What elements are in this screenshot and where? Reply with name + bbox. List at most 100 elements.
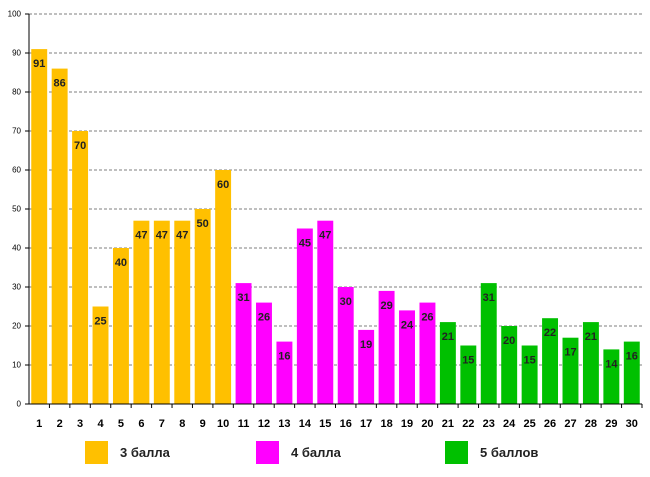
bar-value-label: 16	[626, 351, 638, 363]
x-tick-label: 16	[340, 418, 352, 430]
bar-20	[419, 302, 436, 404]
bar-4	[92, 306, 109, 404]
x-tick-label: 6	[138, 418, 144, 430]
bar-value-label: 47	[176, 230, 188, 242]
bar-19	[399, 310, 415, 404]
y-tick-label: 40	[12, 244, 21, 253]
bar-21	[439, 322, 456, 404]
y-tick-label: 100	[8, 10, 22, 19]
y-tick-label: 90	[12, 49, 21, 58]
legend-item-3: 3 балла	[85, 439, 170, 465]
bar-value-label: 21	[585, 331, 597, 343]
bar-22	[460, 345, 477, 404]
x-tick-label: 20	[421, 418, 433, 430]
bar-8	[174, 220, 191, 404]
bar-value-label: 21	[442, 331, 454, 343]
y-tick-label: 10	[12, 361, 21, 370]
legend-item-5: 5 баллов	[445, 439, 538, 465]
x-tick-label: 9	[200, 418, 206, 430]
bar-2	[51, 68, 68, 404]
bar-value-label: 17	[564, 347, 576, 359]
x-tick-label: 30	[626, 418, 638, 430]
bar-27	[562, 337, 579, 404]
bar-value-label: 29	[380, 300, 392, 312]
bar-9	[194, 209, 211, 404]
bar-value-label: 31	[237, 292, 249, 304]
x-tick-label: 8	[179, 418, 185, 430]
x-tick-label: 2	[57, 418, 63, 430]
x-tick-label: 1	[36, 418, 42, 430]
y-tick-label: 30	[12, 283, 21, 292]
bar-value-label: 47	[319, 230, 331, 242]
x-tick-label: 4	[97, 418, 104, 430]
bar-6	[133, 220, 150, 404]
x-tick-label: 19	[401, 418, 413, 430]
y-tick-label: 0	[17, 400, 22, 409]
x-tick-label: 14	[299, 418, 312, 430]
x-tick-label: 12	[258, 418, 270, 430]
bar-value-label: 26	[258, 312, 270, 324]
y-tick-label: 80	[12, 88, 21, 97]
y-tick-label: 60	[12, 166, 21, 175]
legend-swatch-5	[445, 440, 468, 464]
grid-lines	[29, 13, 642, 366]
bar-3	[72, 131, 89, 404]
bar-23	[480, 283, 497, 404]
x-tick-label: 11	[238, 418, 250, 430]
x-tick-label: 27	[564, 418, 576, 430]
y-tick-label: 70	[12, 127, 21, 136]
x-tick-label: 7	[159, 418, 165, 430]
legend-swatch-3	[85, 440, 108, 464]
x-tick-label: 18	[380, 418, 392, 430]
bar-25	[521, 345, 538, 404]
bar-value-label: 19	[360, 339, 372, 351]
bar-13	[276, 341, 293, 404]
bar-16	[337, 287, 354, 404]
bar-17	[358, 329, 375, 404]
x-tick-label: 24	[503, 418, 516, 430]
bar-value-label: 24	[401, 319, 414, 331]
x-tick-label: 5	[118, 418, 124, 430]
x-tick-label: 21	[442, 418, 454, 430]
bar-value-label: 26	[421, 312, 433, 324]
x-tick-label: 28	[585, 418, 597, 430]
bar-value-label: 31	[483, 292, 495, 304]
x-tick-label: 13	[278, 418, 290, 430]
bar-7	[153, 220, 170, 404]
bar-value-label: 16	[278, 351, 290, 363]
x-tick-label: 29	[605, 418, 617, 430]
bar-value-label: 20	[503, 335, 515, 347]
legend-label-4: 4 балла	[291, 444, 341, 460]
legend-item-4: 4 балла	[256, 439, 341, 465]
bar-11	[235, 283, 252, 404]
x-tick-label: 3	[77, 418, 83, 430]
x-tick-label: 25	[523, 418, 535, 430]
bar-value-label: 47	[135, 230, 147, 242]
bar-26	[542, 318, 559, 404]
bar-value-label: 25	[94, 316, 106, 328]
bar-value-label: 15	[523, 355, 535, 367]
bar-value-label: 50	[197, 218, 209, 230]
x-tick-label: 26	[544, 418, 556, 430]
bar-value-label: 30	[340, 296, 352, 308]
legend-swatch-4	[256, 440, 279, 464]
x-tick-label: 15	[319, 418, 331, 430]
bar-value-label: 15	[462, 355, 474, 367]
x-tick-label: 22	[462, 418, 474, 430]
x-tick-label: 10	[217, 418, 229, 430]
bar-15	[317, 220, 334, 404]
legend-label-5: 5 баллов	[480, 444, 539, 460]
y-tick-label: 20	[12, 322, 21, 331]
bar-value-label: 22	[544, 327, 556, 339]
bars: 91 86 70 25 40 47 47 47 50 60 31 26 16 45 47 30 19 29 24 26…	[31, 49, 640, 404]
bar-value-label: 86	[54, 78, 66, 90]
bar-5	[112, 248, 129, 404]
bar-29	[603, 349, 620, 404]
bar-24	[501, 326, 518, 404]
bar-12	[256, 302, 272, 404]
bar-28	[582, 322, 599, 404]
x-tick-label: 17	[360, 418, 372, 430]
bar-value-label: 14	[605, 358, 618, 370]
bar-value-label: 60	[217, 179, 229, 191]
